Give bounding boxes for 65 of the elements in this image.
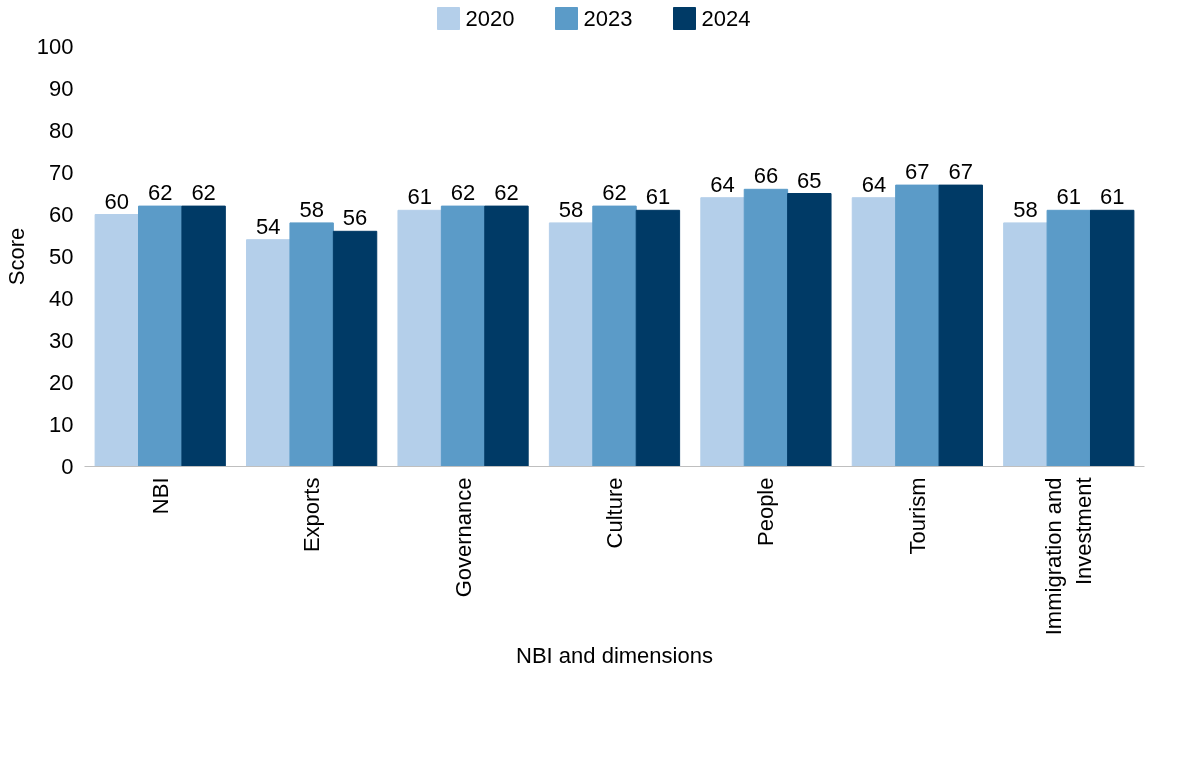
data-label: 67 [905, 159, 930, 185]
bar [895, 184, 940, 467]
bar [851, 197, 897, 467]
y-tick-label: 80 [49, 118, 74, 143]
legend-label: 2020 [465, 6, 515, 31]
x-tick-label: NBI [147, 477, 173, 515]
x-tick-label: Culture [602, 477, 627, 549]
data-label: 56 [342, 205, 368, 231]
legend-label: 2023 [583, 6, 633, 31]
bar [440, 205, 486, 467]
x-tick-label: Exports [299, 477, 325, 553]
y-tick-label: 20 [49, 370, 74, 395]
x-tick-label: Tourism [904, 477, 930, 555]
bar [181, 205, 226, 467]
data-label: 61 [645, 184, 671, 210]
bar [700, 197, 745, 467]
data-label: 60 [104, 188, 130, 214]
y-tick-label: 70 [49, 160, 74, 185]
y-tick-label: 50 [49, 244, 74, 269]
data-label: 67 [948, 159, 974, 185]
y-tick-label: 90 [49, 76, 74, 101]
y-tick-label: 30 [49, 328, 74, 353]
bar [397, 209, 442, 467]
bar [289, 222, 334, 467]
bar [938, 184, 983, 467]
y-axis-title: Score [3, 227, 29, 286]
y-tick-label: 60 [49, 202, 74, 227]
data-label: 62 [494, 180, 519, 206]
bar [1003, 222, 1048, 467]
legend-label: 2024 [701, 6, 751, 31]
bar [246, 239, 291, 467]
y-tick-label: 0 [61, 454, 74, 479]
data-label: 58 [558, 196, 584, 222]
bar [592, 205, 637, 467]
data-label: 62 [191, 180, 216, 206]
bar [1089, 209, 1135, 467]
data-label: 65 [797, 167, 822, 193]
bar [1046, 209, 1091, 467]
data-label: 61 [1056, 184, 1082, 210]
bar [484, 205, 529, 467]
y-tick-label: 40 [49, 286, 74, 311]
x-tick-label: Immigration and Investment [1041, 477, 1097, 636]
bar [548, 222, 594, 467]
x-axis-title: NBI and dimensions [516, 643, 713, 669]
y-tick-label: 10 [49, 412, 74, 437]
data-label: 66 [753, 163, 779, 189]
y-tick-label: 100 [36, 34, 74, 59]
data-label: 62 [602, 180, 627, 206]
bar [138, 205, 183, 467]
data-label: 64 [861, 171, 887, 197]
data-label: 58 [299, 196, 324, 222]
data-label: 62 [450, 180, 476, 206]
bar [94, 214, 140, 467]
x-tick-label: Governance [450, 477, 476, 598]
bar [635, 209, 681, 467]
data-label: 54 [256, 213, 281, 239]
data-label: 58 [1013, 196, 1038, 222]
data-label: 62 [147, 180, 173, 206]
bar [787, 193, 832, 467]
data-label: 61 [1099, 184, 1125, 210]
data-label: 64 [710, 171, 735, 197]
x-tick-label: People [753, 477, 779, 546]
bar [743, 188, 789, 467]
bar [332, 230, 378, 467]
data-label: 61 [407, 184, 432, 210]
